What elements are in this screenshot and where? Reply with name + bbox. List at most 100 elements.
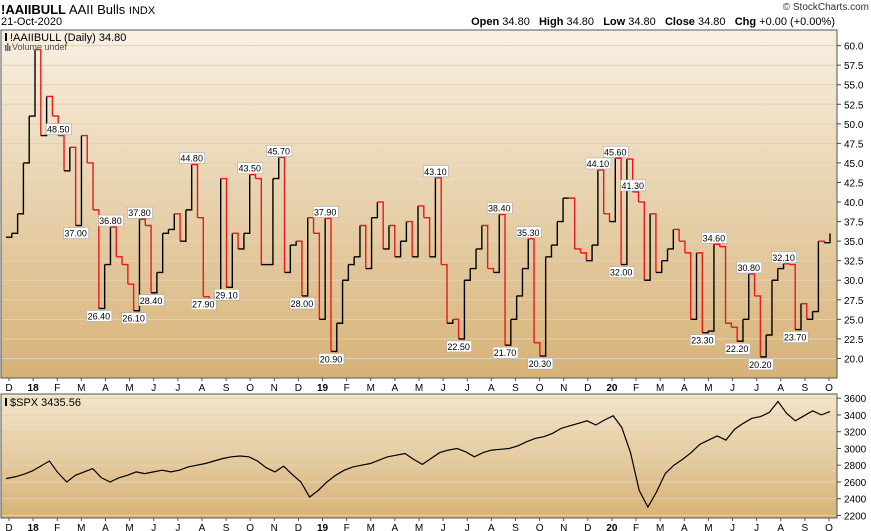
main-y-tick-label: 45.0 xyxy=(844,159,864,170)
aaiibull-segment xyxy=(487,267,495,273)
spx-x-tick-label: J xyxy=(465,523,470,531)
aaiibull-segment xyxy=(290,241,297,246)
spx-x-tick-label: S xyxy=(802,523,809,531)
value-label: 20.90 xyxy=(320,354,343,364)
aaiibull-segment xyxy=(168,213,175,231)
spx-legend-label: $SPX 3435.56 xyxy=(10,397,81,409)
spx-x-tick-label: A xyxy=(392,523,399,531)
value-label: 43.10 xyxy=(424,167,447,177)
aaiibull-segment xyxy=(777,263,785,270)
main-y-tick-label: 22.5 xyxy=(844,335,864,346)
aaiibull-segment xyxy=(673,228,680,242)
value-label: 43.50 xyxy=(238,164,261,174)
main-y-tick-label: 25.0 xyxy=(844,315,864,326)
aaiibull-segment xyxy=(46,95,54,117)
value-label-box xyxy=(318,353,345,365)
aaiibull-segment xyxy=(272,157,280,180)
aaiibull-segment xyxy=(725,322,733,328)
value-label-box xyxy=(190,298,217,310)
aaiibull-segment xyxy=(388,224,396,257)
value-label-box xyxy=(585,157,612,170)
aaiibull-segment xyxy=(64,147,71,172)
aaiibull-segment xyxy=(423,216,431,257)
value-label: 45.60 xyxy=(604,147,627,157)
exchange-label: INDX xyxy=(128,5,156,17)
aaiibull-segment xyxy=(330,323,338,353)
aaiibull-segment xyxy=(748,273,756,296)
aaiibull-segment xyxy=(708,244,715,332)
aaiibull-segment xyxy=(818,240,825,243)
spx-x-tick-label: 20 xyxy=(606,523,618,531)
aaiibull-segment xyxy=(771,268,779,281)
aaiibull-segment xyxy=(29,49,36,117)
spx-x-tick-label: J xyxy=(151,523,156,531)
value-label: 22.50 xyxy=(447,342,470,352)
aaiibull-segment xyxy=(690,252,698,321)
main-y-tick-label: 42.5 xyxy=(844,178,864,189)
aaiibull-segment xyxy=(493,214,500,274)
main-x-tick-label: 19 xyxy=(317,383,329,394)
aaiibull-segment xyxy=(377,201,384,249)
main-x-tick-label: D xyxy=(584,383,591,394)
aaiibull-segment xyxy=(452,318,460,339)
aaiibull-segment xyxy=(243,174,251,235)
aaiibull-segment xyxy=(499,213,506,346)
low-value: 34.80 xyxy=(628,16,656,28)
aaiibull-segment xyxy=(586,245,593,262)
aaiibull-segment xyxy=(795,303,802,331)
ohlc-readout: Open 34.80 High 34.80 Low 34.80 Close 34… xyxy=(471,16,835,28)
aaiibull-segment xyxy=(122,263,129,285)
main-y-tick-label: 60.0 xyxy=(844,42,864,53)
spx-x-tick-label: M xyxy=(704,523,712,531)
aaiibull-segment xyxy=(116,256,123,265)
main-x-tick-label: J xyxy=(754,383,759,394)
value-label-box xyxy=(701,231,728,244)
main-x-axis: D 18 F M A M J J A S O N D 19 F M A M J J A S O N D 20 F M A M J J A S O xyxy=(5,378,833,394)
aaiibull-segment xyxy=(81,134,88,163)
value-label-box xyxy=(527,357,554,370)
spx-series xyxy=(5,400,831,509)
main-x-tick-label: S xyxy=(802,383,809,394)
main-x-tick-label: M xyxy=(415,383,423,394)
aaiibull-segment xyxy=(267,178,274,266)
value-label: 41.30 xyxy=(621,181,644,191)
main-x-tick-label: 18 xyxy=(28,383,40,394)
main-x-tick-label: M xyxy=(656,383,664,394)
aaiibull-segment xyxy=(481,224,489,269)
aaiibull-segment xyxy=(447,319,454,324)
aaiibull-segment xyxy=(371,202,379,219)
main-y-tick-label: 55.0 xyxy=(844,81,864,92)
main-x-tick-label: O xyxy=(536,383,544,394)
aaiibull-segment xyxy=(650,213,657,273)
open-value: 34.80 xyxy=(502,16,530,28)
aaiibull-segment xyxy=(609,158,616,223)
aaiibull-segment xyxy=(737,319,744,342)
aaiibull-segment xyxy=(145,224,152,293)
main-x-tick-label: D xyxy=(5,383,12,394)
main-x-tick-label: N xyxy=(271,383,278,394)
aaiibull-segment xyxy=(557,198,564,223)
aaiibull-segment xyxy=(621,159,628,266)
aaiibull-segment xyxy=(313,232,321,320)
value-label: 30.80 xyxy=(737,263,760,273)
value-label-box xyxy=(86,310,113,322)
value-label: 28.00 xyxy=(291,299,314,309)
spx-x-tick-label: D xyxy=(5,523,12,531)
spx-y-tick-label: 2400 xyxy=(844,495,867,506)
aaiibull-segment xyxy=(696,252,704,333)
spx-x-tick-label: F xyxy=(633,523,639,531)
aaiibull-segment xyxy=(336,280,344,324)
aaiibull-segment xyxy=(464,268,471,281)
main-x-tick-label: F xyxy=(344,383,350,394)
main-x-tick-label: J xyxy=(465,383,470,394)
main-x-tick-label: J xyxy=(730,383,735,394)
value-label-box xyxy=(237,162,264,174)
value-label: 44.10 xyxy=(587,159,610,169)
spx-x-axis: D 18 F M A M J J A S O N D 19 F M A M J J A S O N D 20 F M A M J J A S O xyxy=(5,518,833,531)
aaiibull-segment xyxy=(684,252,692,320)
aaiibull-segment xyxy=(568,197,576,249)
spx-x-tick-label: N xyxy=(560,523,567,531)
spx-x-tick-label: A xyxy=(488,523,495,531)
main-x-tick-label: J xyxy=(175,383,180,394)
aaiibull-segment xyxy=(644,213,651,281)
